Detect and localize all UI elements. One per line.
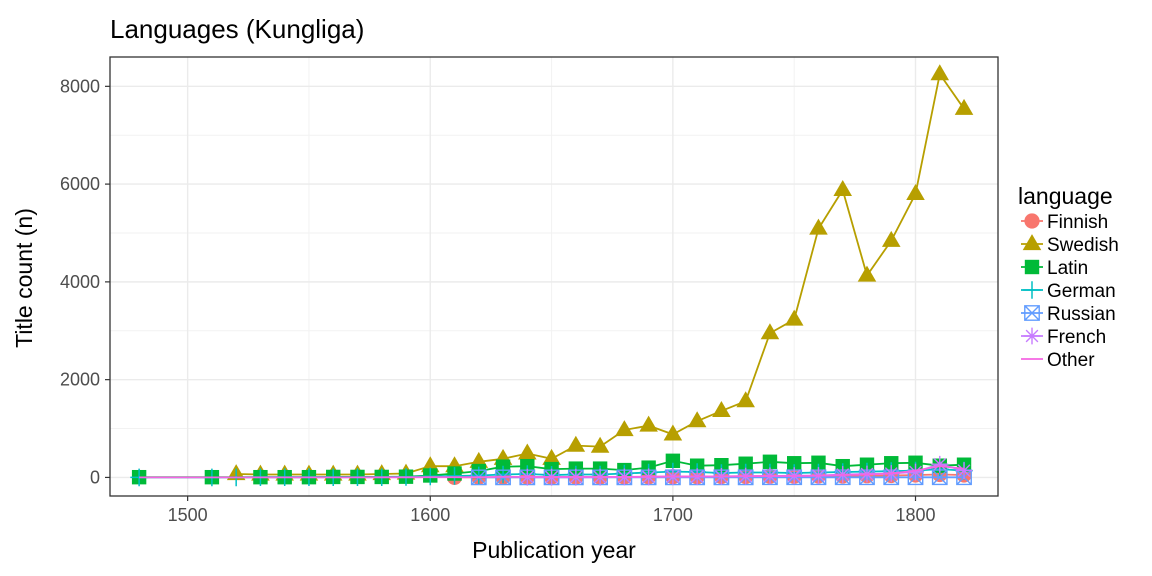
data-point-swedish bbox=[518, 443, 537, 460]
legend-key-marker bbox=[1023, 281, 1041, 299]
data-point-french bbox=[907, 463, 924, 481]
y-tick-label: 6000 bbox=[60, 174, 100, 194]
chart-title: Languages (Kungliga) bbox=[110, 14, 364, 44]
data-point-swedish bbox=[736, 391, 755, 408]
data-point-swedish bbox=[687, 411, 707, 428]
y-tick-label: 2000 bbox=[60, 370, 100, 390]
series-line-other bbox=[139, 465, 965, 479]
x-tick-label: 1600 bbox=[410, 505, 450, 525]
y-tick-label: 4000 bbox=[60, 272, 100, 292]
data-point-swedish bbox=[930, 64, 950, 81]
data-point-latin bbox=[762, 454, 778, 469]
legend-label: Swedish bbox=[1047, 235, 1119, 256]
y-axis-label: Title count (n) bbox=[11, 208, 37, 348]
plot-border bbox=[109, 56, 999, 497]
legend-label: French bbox=[1047, 327, 1106, 348]
x-axis-label: Publication year bbox=[472, 537, 636, 563]
legend-item-finnish: Finnish bbox=[1021, 212, 1108, 233]
data-point-german bbox=[445, 467, 464, 485]
y-tick-label: 0 bbox=[90, 467, 100, 487]
legend-item-russian: Russian bbox=[1021, 304, 1116, 325]
data-point-swedish bbox=[784, 309, 804, 326]
data-point-latin bbox=[786, 456, 802, 471]
plot-background bbox=[110, 57, 998, 496]
legend-key-marker bbox=[1024, 305, 1040, 321]
data-point-swedish bbox=[712, 401, 731, 418]
data-point-french bbox=[955, 462, 973, 479]
legend-item-german: German bbox=[1021, 281, 1116, 302]
data-point-russian bbox=[931, 469, 948, 486]
data-point-swedish bbox=[469, 451, 489, 468]
data-point-french bbox=[931, 455, 949, 473]
data-point-german bbox=[494, 465, 512, 484]
data-point-swedish bbox=[881, 230, 901, 247]
data-point-swedish bbox=[566, 435, 586, 452]
legend-label: Latin bbox=[1047, 258, 1088, 279]
legend-label: Russian bbox=[1047, 304, 1116, 325]
data-point-latin bbox=[811, 455, 826, 470]
x-tick-label: 1800 bbox=[895, 505, 935, 525]
data-point-swedish bbox=[615, 420, 634, 437]
legend-item-french: French bbox=[1021, 327, 1106, 348]
data-point-swedish bbox=[542, 448, 561, 465]
legend-item-other: Other bbox=[1021, 350, 1095, 371]
data-point-swedish bbox=[809, 218, 828, 235]
data-point-latin bbox=[665, 453, 681, 469]
data-point-swedish bbox=[760, 323, 780, 340]
legend: language FinnishSwedishLatinGermanRussia… bbox=[1018, 183, 1119, 371]
legend-key-marker bbox=[1023, 327, 1041, 345]
data-point-swedish bbox=[906, 183, 925, 200]
x-tick-label: 1500 bbox=[168, 505, 208, 525]
y-tick-label: 8000 bbox=[60, 76, 100, 96]
x-axis-ticks: 1500 1600 1700 1800 bbox=[168, 496, 936, 525]
x-tick-label: 1700 bbox=[653, 505, 693, 525]
legend-label: Other bbox=[1047, 350, 1095, 371]
legend-label: German bbox=[1047, 281, 1116, 302]
data-point-swedish bbox=[590, 436, 610, 453]
y-axis-ticks: 0 2000 4000 6000 8000 bbox=[60, 76, 110, 487]
legend-item-latin: Latin bbox=[1021, 258, 1088, 279]
legend-key-marker bbox=[1024, 213, 1040, 229]
legend-label: Finnish bbox=[1047, 212, 1108, 233]
data-point-swedish bbox=[954, 98, 974, 115]
data-point-swedish bbox=[639, 415, 658, 432]
plot-panel bbox=[109, 56, 999, 497]
legend-title: language bbox=[1018, 183, 1113, 209]
data-point-swedish bbox=[663, 424, 683, 441]
data-point-swedish bbox=[833, 180, 853, 197]
legend-key-marker bbox=[1024, 259, 1040, 275]
legend-item-swedish: Swedish bbox=[1021, 234, 1119, 256]
legend-key-marker bbox=[1022, 234, 1042, 251]
data-point-swedish bbox=[857, 265, 877, 282]
series-other bbox=[139, 465, 965, 479]
data-point-swedish bbox=[420, 456, 440, 473]
